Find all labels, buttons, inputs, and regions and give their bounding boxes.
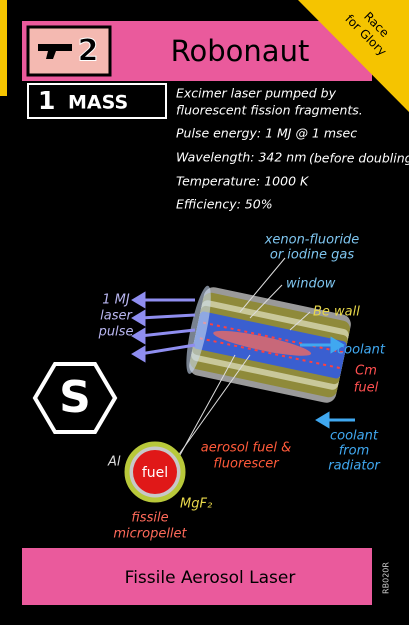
card-code: RB020R: [382, 562, 391, 594]
spec-wavelength-note: (before doubling): [309, 151, 409, 166]
pellet-fuel: [133, 450, 177, 494]
spec-description: fluorescent fission fragments.: [176, 103, 363, 118]
aerosol-line: [202, 321, 346, 354]
mass-number: 1: [38, 86, 55, 115]
leader-lines: [174, 257, 311, 461]
mass-label: MASS: [68, 92, 128, 114]
label-window: window: [286, 277, 336, 292]
label-micropellet: fissile: [131, 511, 168, 526]
spec-wavelength: Wavelength: 342 nm: [176, 150, 306, 165]
leader: [249, 284, 283, 319]
arrow-head: [131, 309, 146, 327]
arrow: [139, 313, 196, 320]
gun-icon: [38, 44, 72, 59]
label-gas: xenon-fluoride: [264, 233, 360, 248]
spec-description: Excimer laser pumped by: [176, 86, 337, 101]
symbol-letter: S: [59, 372, 91, 423]
leader: [289, 311, 311, 331]
symbol-hexagon: [32, 362, 118, 434]
weapon-number: 2: [78, 34, 99, 69]
arrow: [139, 328, 196, 338]
label-al: Al: [107, 455, 121, 470]
footer-title: Fissile Aerosol Laser: [125, 568, 296, 588]
label-cm-fuel: Cm: [355, 364, 377, 379]
label-gas: or iodine gas: [270, 248, 354, 263]
coolant-arrows: [300, 336, 355, 429]
spec-efficiency: Efficiency: 50%: [176, 197, 273, 212]
arrow-head: [131, 327, 146, 345]
label-be-wall: Be wall: [313, 305, 360, 320]
label-coolant-return: radiator: [328, 459, 381, 474]
label-micropellet: micropellet: [113, 527, 187, 542]
label-mgf2: MgF₂: [180, 497, 212, 512]
leader: [179, 354, 236, 456]
arrow: [139, 343, 196, 356]
corner-ribbon: [298, 0, 409, 112]
label-pulse: pulse: [98, 325, 134, 340]
laser-cylinder: [186, 285, 351, 403]
window: [186, 285, 211, 374]
aerosol-line: [199, 337, 342, 370]
spec-pulse: Pulse energy: 1 MJ @ 1 msec: [176, 126, 357, 141]
spec-temperature: Temperature: 1000 K: [176, 174, 310, 189]
arrow-head: [315, 411, 330, 429]
mass-box: [27, 83, 167, 119]
arrow-head: [330, 336, 345, 354]
card-name: Robonaut: [171, 34, 310, 68]
leader: [239, 257, 286, 313]
edge-stripe: [0, 0, 7, 96]
pellet-fuel-label: fuel: [142, 465, 168, 481]
leader: [174, 354, 251, 461]
pulse-arrows: [131, 291, 196, 363]
arrow-head: [131, 291, 146, 309]
label-pulse: laser: [100, 309, 133, 324]
label-coolant-return: coolant: [330, 429, 379, 444]
label-coolant: coolant: [337, 343, 386, 358]
label-aerosol: aerosol fuel &: [201, 441, 291, 456]
label-aerosol: fluorescer: [213, 457, 280, 472]
footer-band: [22, 548, 372, 605]
label-cm-fuel: fuel: [354, 381, 379, 396]
label-pulse: 1 MJ: [102, 293, 130, 308]
label-coolant-return: from: [339, 444, 370, 459]
fuel-plume: [213, 330, 312, 356]
arrow-head: [131, 345, 146, 363]
